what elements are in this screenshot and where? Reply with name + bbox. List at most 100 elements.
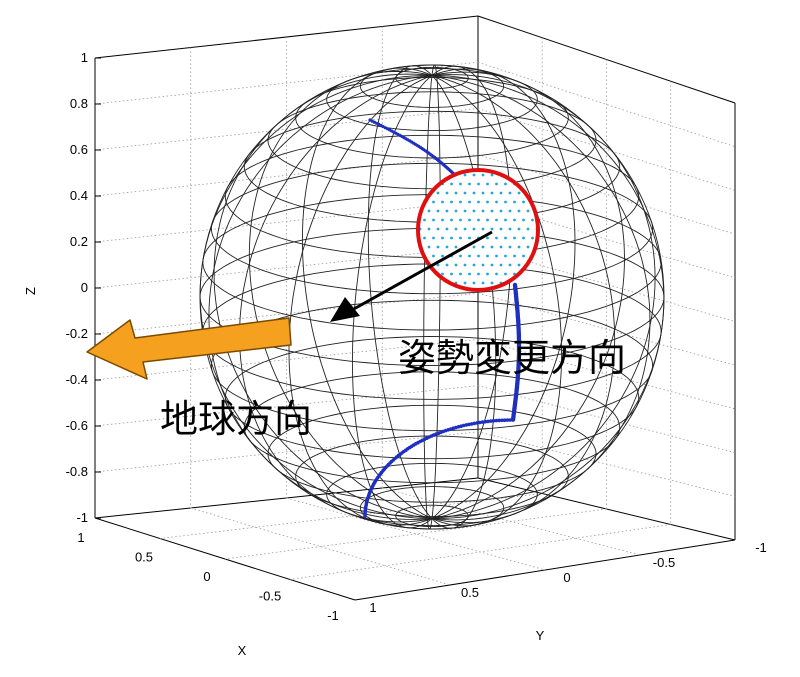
sphere-latitude (295, 435, 569, 518)
disk-dot (517, 191, 521, 195)
disk-dot (513, 254, 516, 258)
disk-dot (445, 191, 449, 195)
disk-dot (459, 218, 462, 222)
disk-dot (472, 263, 476, 267)
z-tick-label: 0.6 (70, 142, 88, 157)
trajectory-point (363, 514, 367, 519)
disk-dot (436, 263, 440, 267)
disk-dot (481, 209, 485, 213)
disk-dot (499, 227, 503, 231)
disk-dot (468, 218, 471, 222)
disk-dot (486, 254, 489, 258)
disk-dot (450, 236, 453, 240)
trajectory-point (508, 418, 512, 422)
disk-dot (508, 191, 512, 195)
trajectory-point (489, 419, 493, 423)
disk-dot (463, 281, 467, 285)
trajectory-point (491, 419, 496, 423)
y-tick-label: -0.5 (653, 555, 675, 570)
disk-dot (535, 281, 538, 285)
sphere-latitude (267, 91, 597, 190)
sphere-longitude (431, 71, 625, 520)
disk-dot (427, 209, 431, 213)
trajectory-point (502, 418, 507, 423)
disk-dot (454, 245, 458, 249)
sphere-latitude (359, 64, 505, 108)
disk-dot (445, 209, 449, 213)
disk-dot (508, 245, 512, 249)
trajectory-point (497, 418, 501, 423)
trajectory-point (486, 419, 490, 424)
disk-dot (531, 182, 534, 186)
disk-dot (486, 200, 489, 204)
disk-dot (526, 209, 530, 213)
attitude-arrow (330, 230, 493, 322)
sphere-longitude (431, 75, 497, 529)
disk-dot (432, 200, 435, 204)
disk-dot (535, 191, 538, 195)
disk-dot (517, 227, 521, 231)
disk-dot (418, 281, 422, 285)
disk-dot (477, 200, 480, 204)
z-axis-label: Z (23, 287, 38, 295)
disk-dot (504, 218, 507, 222)
disk-dot (490, 209, 494, 213)
disk-dot (463, 209, 467, 213)
sphere-wireframe (199, 64, 665, 530)
sphere-longitude (431, 74, 665, 520)
disk-dot (477, 254, 480, 258)
sphere-longitude (431, 74, 563, 527)
disk-dot (486, 236, 489, 240)
disk-dot (436, 245, 440, 249)
trajectory-point (505, 418, 510, 422)
disk-dot (481, 191, 485, 195)
disk-dot (490, 245, 494, 249)
disk-dot (441, 236, 444, 240)
disk-dot (441, 218, 444, 222)
disk-dot (472, 191, 476, 195)
disk-dot (468, 236, 471, 240)
disk-dot (450, 218, 453, 222)
disk-dot (441, 254, 444, 258)
disk-dot (454, 191, 458, 195)
trajectory-series (363, 118, 522, 519)
disk-dot (427, 281, 431, 285)
x-tick-label: -1 (327, 608, 339, 623)
disk-dot (472, 227, 476, 231)
disk-dot (481, 245, 485, 249)
disk-dot (490, 227, 494, 231)
disk-dot (495, 218, 498, 222)
highlight-circle (416, 168, 540, 292)
disk-dot (436, 173, 440, 177)
disk-dot (495, 272, 498, 276)
disk-dot (468, 254, 471, 258)
z-tick-label: 0.4 (70, 188, 88, 203)
trajectory-point (511, 418, 515, 422)
z-tick-label: -1 (76, 510, 88, 525)
disk-dot (423, 236, 426, 240)
disk-dot (508, 227, 512, 231)
disk-dot (472, 245, 476, 249)
disk-dot (436, 209, 440, 213)
disk-dot (477, 272, 480, 276)
disk-dot (481, 263, 485, 267)
disk-dot (459, 254, 462, 258)
disk-dot (477, 218, 480, 222)
disk-dot (472, 173, 476, 177)
disk-dot (463, 191, 467, 195)
y-tick-label: 0 (563, 570, 570, 585)
disk-dot (459, 236, 462, 240)
sphere-longitude (351, 75, 433, 529)
y-tick-label: 0.5 (461, 585, 479, 600)
disk-dot (436, 227, 440, 231)
disk-dot (436, 191, 440, 195)
disk-dot (531, 218, 534, 222)
disk-dot (522, 200, 525, 204)
disk-dot (468, 200, 471, 204)
trajectory-point (500, 418, 504, 423)
x-tick-label: 0 (203, 569, 210, 584)
disk-dot (495, 236, 498, 240)
disk-dot (517, 281, 521, 285)
sphere-longitude (431, 74, 651, 521)
disk-dot (459, 200, 462, 204)
